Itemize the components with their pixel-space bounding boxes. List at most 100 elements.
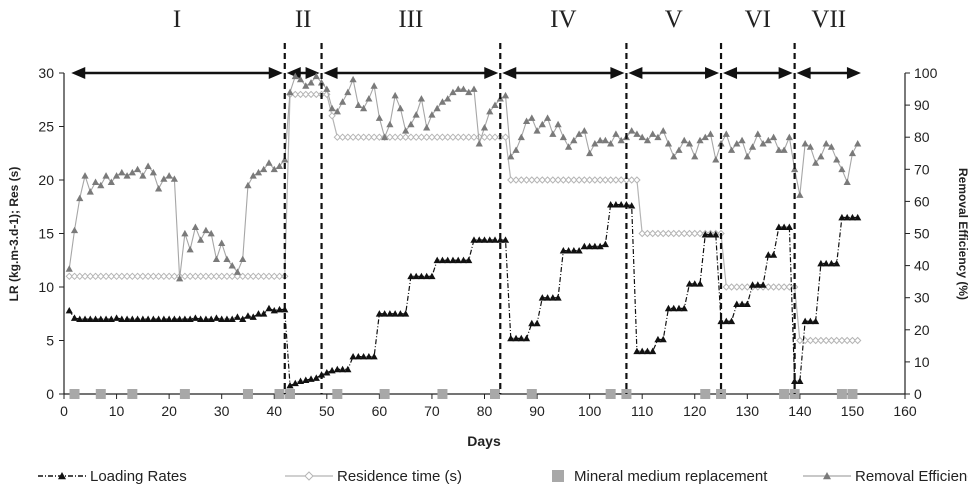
removal-point (817, 152, 825, 160)
loading-point (375, 310, 383, 317)
phase-arrow-head (723, 67, 738, 79)
loading-point (643, 347, 652, 355)
loading-point (102, 315, 110, 322)
removal-point (417, 95, 426, 102)
removal-point (775, 146, 783, 153)
removal-point (254, 168, 263, 176)
loading-point (459, 256, 468, 264)
removal-point (848, 149, 857, 157)
removal-point (181, 229, 189, 237)
legend-item-loading: Loading Rates (38, 468, 187, 485)
legend-swatch-marker (823, 472, 831, 480)
loading-point (112, 314, 121, 321)
removal-point (586, 149, 594, 157)
mineral-point (69, 389, 80, 399)
legend-swatch-marker (304, 471, 314, 481)
loading-point (649, 347, 657, 355)
loading-point (570, 247, 578, 254)
y-right-tick-label: 10 (914, 354, 930, 370)
phase-boundaries (283, 43, 796, 394)
removal-point (160, 175, 168, 182)
loading-point (354, 352, 362, 360)
loading-point (691, 280, 699, 287)
removal-point (76, 194, 84, 202)
loading-point (843, 213, 851, 221)
loading-point (254, 310, 263, 317)
removal-point (575, 130, 583, 137)
removal-point (328, 104, 336, 112)
removal-point (601, 136, 609, 144)
phase-label: I (173, 6, 181, 33)
loading-point (796, 377, 804, 385)
removal-point (501, 91, 510, 99)
removal-point (554, 120, 562, 128)
loading-point (433, 256, 441, 264)
residence-point (323, 90, 331, 99)
removal-point (612, 130, 620, 137)
loading-point (312, 374, 320, 381)
removal-point (533, 127, 541, 134)
y-right-tick-label: 0 (914, 386, 922, 402)
removal-point (685, 140, 694, 147)
removal-point (139, 172, 147, 179)
loading-point (554, 294, 562, 301)
removal-point (675, 146, 683, 153)
loading-point (444, 256, 452, 264)
loading-point (759, 281, 767, 288)
loading-point (170, 315, 178, 322)
loading-point (207, 315, 215, 322)
loading-point (775, 223, 783, 230)
x-tick-label: 30 (214, 403, 230, 419)
loading-point (654, 335, 662, 343)
removal-point (381, 133, 389, 141)
removal-point (543, 114, 552, 121)
loading-point (591, 242, 599, 250)
loading-point (480, 236, 489, 243)
loading-point (81, 315, 89, 322)
loading-point (260, 310, 268, 317)
loading-point (486, 236, 494, 243)
loading-point (754, 281, 762, 288)
removal-point (307, 79, 315, 86)
series-loading-rates (65, 201, 862, 389)
loading-point (381, 310, 389, 317)
loading-point (65, 306, 73, 314)
y-right-tick-label: 80 (914, 129, 930, 145)
removal-point (407, 120, 415, 128)
loading-point (507, 334, 515, 342)
mineral-point (847, 389, 858, 399)
loading-point (391, 310, 399, 317)
mineral-point (274, 389, 285, 399)
y-left-tick-label: 10 (38, 279, 54, 295)
removal-point (239, 255, 247, 263)
loading-point (349, 352, 357, 360)
loading-point (123, 315, 131, 322)
loading-point (685, 280, 694, 287)
residence-line (69, 93, 858, 342)
removal-point (333, 107, 341, 115)
removal-point (349, 75, 357, 83)
removal-point (570, 136, 578, 144)
loading-point (249, 313, 257, 320)
removal-point (344, 88, 352, 96)
x-tick-label: 70 (424, 403, 440, 419)
removal-point (769, 133, 778, 141)
removal-point (128, 168, 136, 176)
loading-point (133, 315, 142, 322)
loading-point (522, 334, 531, 342)
loading-point (107, 315, 115, 322)
removal-point (470, 85, 478, 92)
removal-point (580, 127, 588, 134)
loading-point (670, 304, 678, 312)
phase-arrow-head (268, 67, 283, 79)
removal-point (112, 172, 121, 179)
loading-point (559, 247, 567, 254)
loading-point (165, 315, 173, 322)
removal-point (780, 146, 788, 153)
legend-swatch-marker (552, 470, 564, 482)
y-left-tick-label: 5 (46, 333, 54, 349)
removal-point (423, 123, 431, 131)
mineral-point (179, 389, 190, 399)
loading-point (228, 315, 236, 322)
phase-label: VII (811, 6, 846, 33)
